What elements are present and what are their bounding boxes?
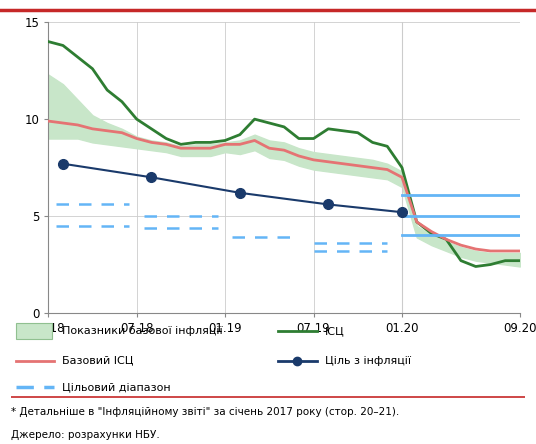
Text: Ціль з інфляції: Ціль з інфляції (325, 356, 411, 366)
Text: Джерело: розрахунки НБУ.: Джерело: розрахунки НБУ. (11, 430, 160, 440)
Text: Цільовий діапазон: Цільовий діапазон (62, 382, 171, 392)
Text: Показники базової інфляції: Показники базової інфляції (62, 326, 223, 336)
Text: Базовий ІСЦ: Базовий ІСЦ (62, 356, 133, 366)
Bar (16, 323, 52, 339)
Text: * Детальніше в "Інфляційному звіті" за січень 2017 року (стор. 20–21).: * Детальніше в "Інфляційному звіті" за с… (11, 407, 399, 417)
Text: ІСЦ: ІСЦ (325, 326, 344, 336)
